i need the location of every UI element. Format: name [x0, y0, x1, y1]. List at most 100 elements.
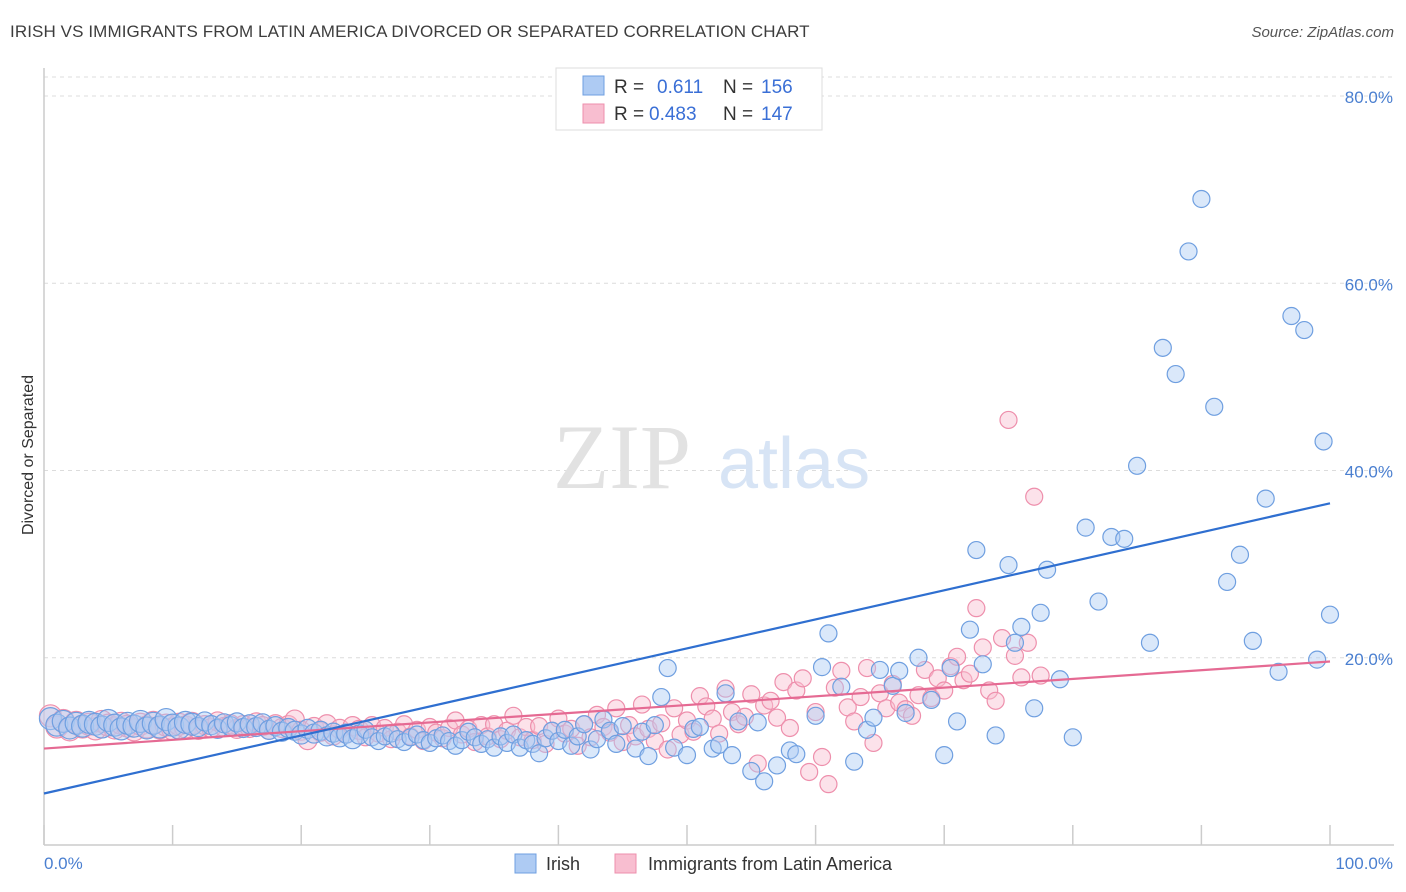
irish-point: [947, 712, 967, 731]
irish-point: [1153, 338, 1172, 357]
bottom-legend: Irish Immigrants from Latin America: [514, 853, 893, 874]
irish-point: [677, 746, 697, 765]
irish-point: [806, 706, 825, 725]
irish-point: [1192, 189, 1211, 209]
irish-point: [722, 746, 742, 765]
legend-latam-r-label: R =: [614, 104, 644, 125]
irish-point: [960, 620, 980, 639]
y-tick-labels: 20.0% 40.0% 60.0% 80.0%: [1345, 88, 1393, 669]
irish-point: [562, 736, 581, 755]
latam-point: [793, 669, 812, 688]
irish-point: [1230, 545, 1250, 564]
latam-point: [851, 687, 870, 707]
irish-point: [1025, 699, 1044, 718]
chart-source: Source: ZipAtlas.com: [1251, 24, 1394, 41]
irish-point: [180, 712, 204, 736]
irish-point: [909, 648, 928, 667]
irish-point: [226, 712, 247, 733]
irish-point: [1314, 432, 1333, 451]
irish-point: [767, 756, 787, 775]
y-tick-label: 40.0%: [1345, 463, 1393, 482]
latam-point: [748, 754, 767, 773]
y-tick-label: 60.0%: [1345, 275, 1393, 294]
irish-point: [1031, 603, 1050, 622]
irish-point: [1282, 306, 1301, 326]
irish-point: [1012, 617, 1031, 636]
latam-point: [703, 709, 722, 728]
latam-point: [774, 672, 793, 692]
irish-point: [819, 624, 838, 643]
irish-point: [639, 746, 658, 766]
irish-point: [1295, 320, 1314, 340]
latam-point: [986, 691, 1005, 710]
latam-point: [767, 708, 787, 727]
irish-point: [1005, 633, 1025, 652]
latam-point: [742, 685, 761, 704]
irish-point: [845, 752, 864, 771]
irish-point: [607, 734, 626, 753]
bottom-legend-latam-swatch: [614, 853, 637, 874]
irish-point: [575, 715, 594, 734]
irish-point: [1076, 518, 1095, 537]
irish-point: [890, 661, 909, 680]
latam-point: [800, 762, 819, 782]
latam-point: [665, 699, 684, 718]
latam-point: [832, 661, 851, 680]
irish-point: [742, 761, 761, 781]
latam-point: [999, 410, 1018, 430]
irish-point: [542, 721, 562, 740]
irish-point: [986, 726, 1005, 745]
latam-point: [812, 747, 832, 767]
legend-latam-n-label: N =: [723, 104, 753, 125]
irish-point: [530, 744, 549, 763]
x-tick-marks: [43, 825, 1331, 845]
irish-point: [1218, 572, 1237, 592]
legend-latam-n-value: 147: [761, 104, 793, 125]
latam-point: [845, 712, 864, 731]
irish-point: [613, 716, 632, 736]
irish-point: [658, 658, 677, 678]
irish-point: [755, 772, 774, 791]
irish-point: [896, 703, 915, 723]
irish-point: [1320, 605, 1340, 624]
irish-point: [787, 745, 806, 764]
irish-point: [999, 555, 1018, 575]
latam-point: [658, 740, 677, 759]
latam-point: [890, 693, 909, 712]
irish-point: [1179, 242, 1198, 261]
irish-point: [729, 712, 748, 731]
irish-point: [690, 717, 709, 737]
trend-lines: [43, 502, 1331, 795]
legend-irish-r-label: R =: [614, 77, 644, 98]
bottom-legend-irish-label: Irish: [546, 854, 580, 874]
latam-point: [980, 681, 999, 700]
irish-point: [96, 708, 120, 733]
legend-latam-r-value: 0.483: [649, 104, 697, 125]
irish-point: [1089, 592, 1108, 611]
bottom-legend-latam-label: Immigrants from Latin America: [648, 854, 893, 874]
irish-point: [265, 715, 286, 737]
irish-point: [941, 658, 960, 678]
irish-point: [587, 730, 607, 749]
irish-point: [1063, 728, 1082, 747]
irish-point: [832, 677, 851, 696]
latam-point: [1018, 633, 1037, 652]
irish-point: [645, 716, 664, 735]
bottom-legend-irish-swatch: [514, 853, 537, 874]
irish-point: [141, 711, 165, 735]
latam-point: [645, 731, 664, 751]
irish-point: [652, 687, 671, 707]
irish-point: [581, 740, 600, 759]
y-axis-label: Divorced or Separated: [20, 375, 37, 535]
irish-point: [922, 690, 941, 709]
legend-irish-swatch: [582, 75, 605, 96]
irish-point: [1308, 650, 1327, 669]
latam-point: [819, 775, 838, 794]
irish-point: [135, 716, 159, 740]
irish-point: [864, 708, 883, 727]
irish-point: [1205, 397, 1224, 416]
legend-box: R = 0.611 N = 156 R = 0.483 N = 147: [555, 67, 823, 131]
legend-irish-n-value: 156: [761, 77, 793, 98]
latam-trend-line: [43, 660, 1331, 750]
